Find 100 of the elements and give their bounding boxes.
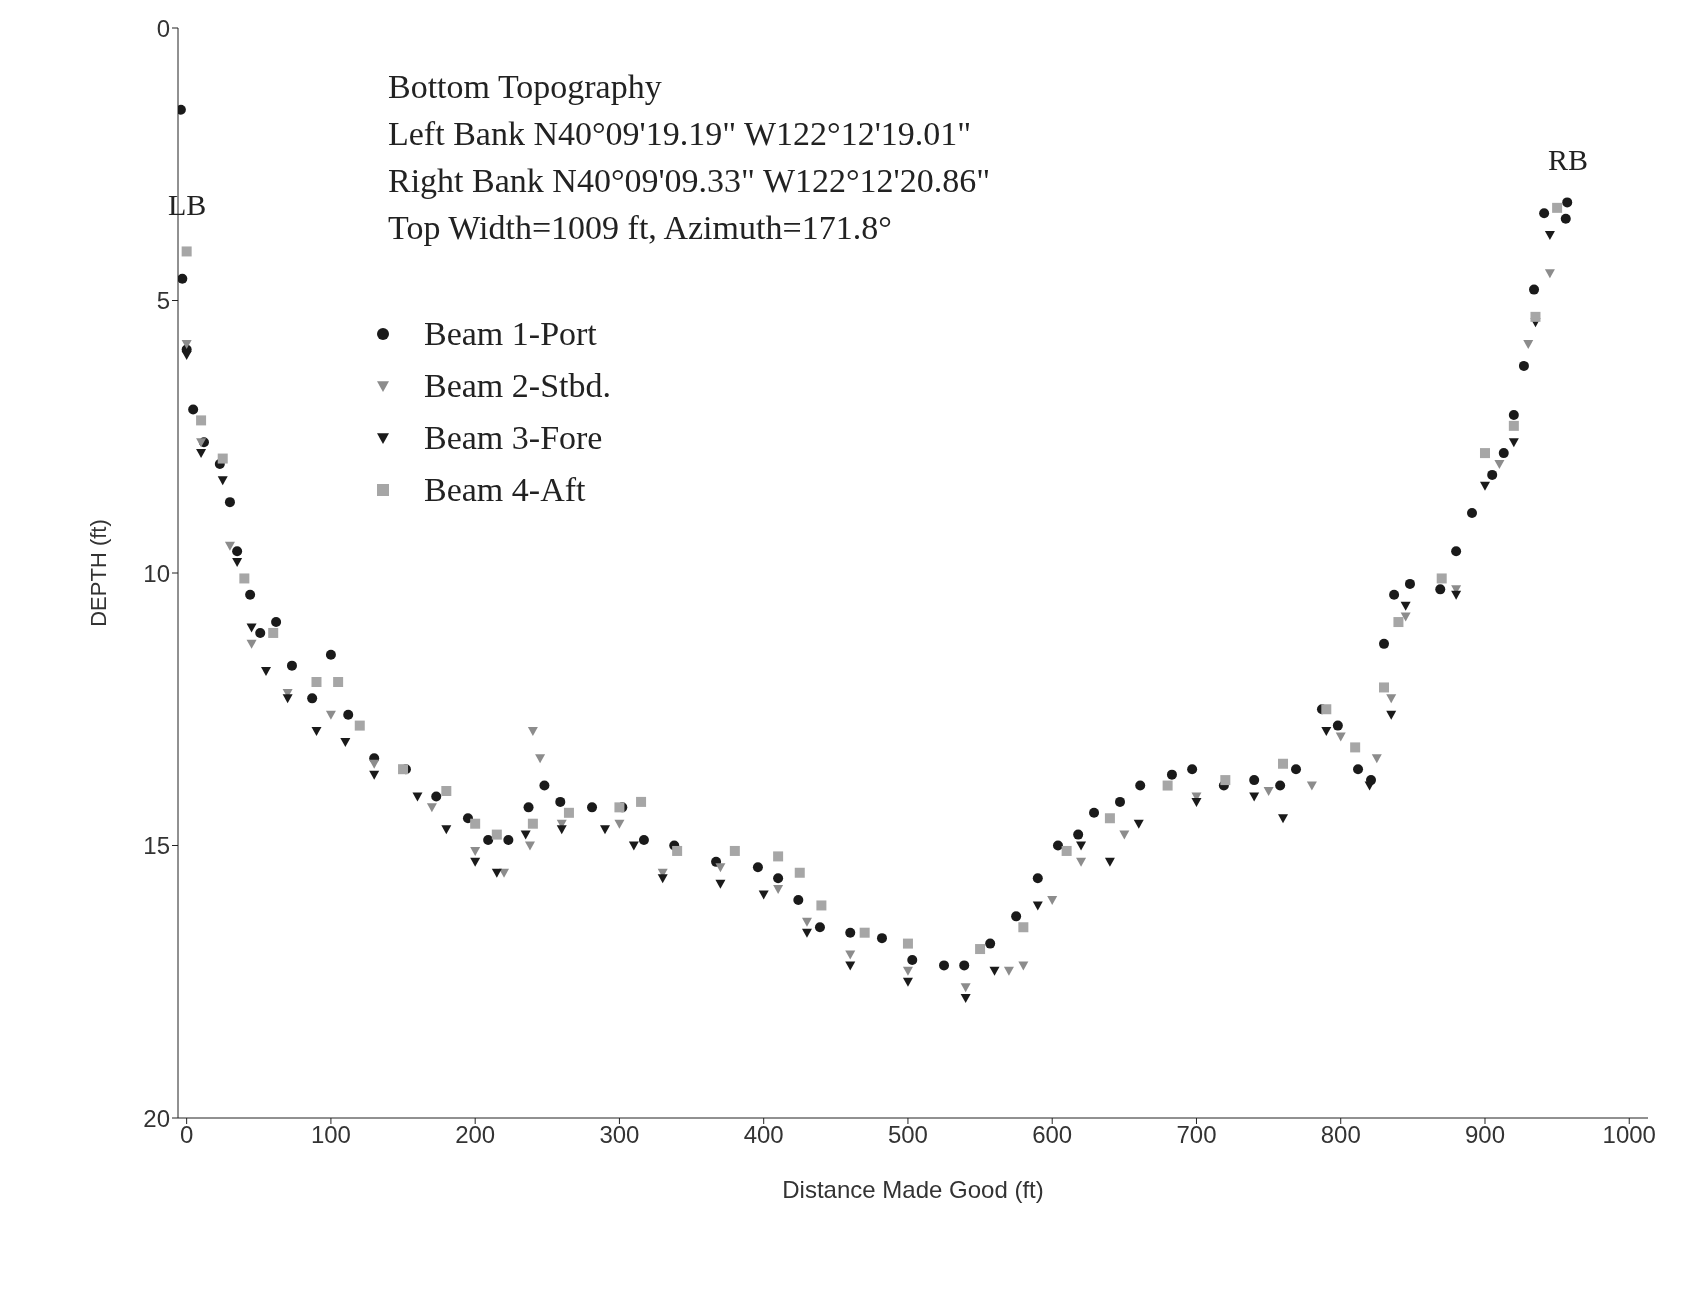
point	[1508, 420, 1519, 431]
point	[773, 885, 784, 895]
point	[520, 830, 531, 840]
point	[801, 928, 812, 938]
point	[239, 573, 250, 584]
point	[1552, 202, 1563, 213]
point	[261, 667, 271, 677]
point	[1393, 617, 1404, 628]
y-tick-label: 10	[143, 559, 170, 587]
annotation: LB	[168, 188, 207, 222]
point	[1386, 710, 1397, 720]
point	[1047, 896, 1058, 905]
y-tick-label: 0	[156, 14, 170, 42]
x-tick-label: 100	[310, 1121, 351, 1149]
point	[441, 786, 452, 796]
point	[181, 340, 192, 350]
point	[816, 900, 827, 911]
x-tick-label: 600	[1032, 1121, 1073, 1149]
y-tick-label: 20	[143, 1104, 170, 1132]
point	[1371, 754, 1382, 764]
y-axis-title: DEPTH (ft)	[85, 519, 111, 627]
point	[311, 727, 322, 737]
point	[1032, 901, 1043, 911]
point	[224, 541, 235, 551]
point	[268, 627, 279, 638]
point	[989, 966, 1000, 976]
point	[801, 917, 812, 927]
point	[196, 415, 207, 426]
point	[1479, 481, 1490, 491]
point	[960, 994, 971, 1004]
legend-label: Beam 1-Port	[424, 315, 597, 353]
annotation: RB	[1548, 143, 1589, 177]
point	[1249, 792, 1260, 802]
point	[232, 558, 243, 568]
point	[535, 754, 546, 764]
point	[1321, 704, 1332, 715]
point	[1278, 758, 1289, 769]
point	[1278, 814, 1289, 824]
point	[181, 246, 192, 257]
point	[1162, 780, 1173, 791]
x-axis-title: Distance Made Good (ft)	[782, 1176, 1044, 1203]
point	[282, 694, 293, 704]
point	[902, 938, 913, 949]
point	[1321, 727, 1332, 737]
point	[369, 759, 380, 769]
point	[1508, 438, 1519, 448]
point	[470, 818, 481, 829]
point	[1263, 787, 1274, 796]
point	[1220, 775, 1231, 786]
point	[441, 825, 452, 835]
point	[527, 727, 538, 737]
point	[1018, 961, 1029, 971]
point	[1451, 590, 1462, 600]
text: Bottom Topography	[388, 67, 663, 107]
point	[556, 825, 567, 835]
point	[715, 879, 726, 889]
legend-label: Beam 3-Fore	[424, 419, 603, 457]
point	[1494, 460, 1505, 469]
point	[600, 825, 611, 835]
x-tick-label: 200	[455, 1121, 496, 1149]
point	[672, 845, 683, 856]
point	[1400, 601, 1411, 611]
annotation: Right Bank N40°09'09.33" W122°12'20.86"	[388, 161, 991, 201]
point	[354, 720, 365, 731]
point	[1400, 612, 1411, 622]
annotation: Left Bank N40°09'19.19" W122°12'19.01"	[388, 114, 973, 154]
y-tick-label: 15	[143, 832, 170, 860]
point	[369, 770, 380, 780]
point	[975, 944, 986, 955]
point	[1479, 448, 1490, 459]
point	[1119, 830, 1130, 840]
point	[563, 807, 574, 818]
point	[1018, 922, 1029, 933]
point	[859, 927, 870, 938]
point	[729, 845, 740, 856]
point	[1544, 231, 1555, 241]
point	[902, 966, 913, 976]
point	[426, 803, 437, 813]
point	[217, 476, 228, 486]
point	[491, 829, 502, 840]
point	[657, 874, 668, 884]
y-tick-label: 5	[156, 287, 170, 315]
x-tick-label: 400	[743, 1121, 784, 1149]
x-tick-label: 300	[599, 1121, 640, 1149]
point	[1191, 797, 1202, 807]
point	[1133, 819, 1144, 829]
point	[470, 857, 481, 867]
point	[246, 639, 257, 649]
point	[902, 977, 913, 987]
legend-label: Beam 2-Stbd.	[424, 367, 611, 405]
point	[1104, 813, 1115, 824]
x-tick-label: 900	[1464, 1121, 1506, 1149]
point	[311, 677, 322, 687]
legend-label: Beam 4-Aft	[424, 471, 586, 509]
point	[1076, 857, 1087, 867]
point	[217, 453, 228, 464]
point	[325, 710, 336, 720]
point	[1104, 857, 1115, 867]
point	[845, 961, 856, 971]
point	[1544, 269, 1555, 279]
